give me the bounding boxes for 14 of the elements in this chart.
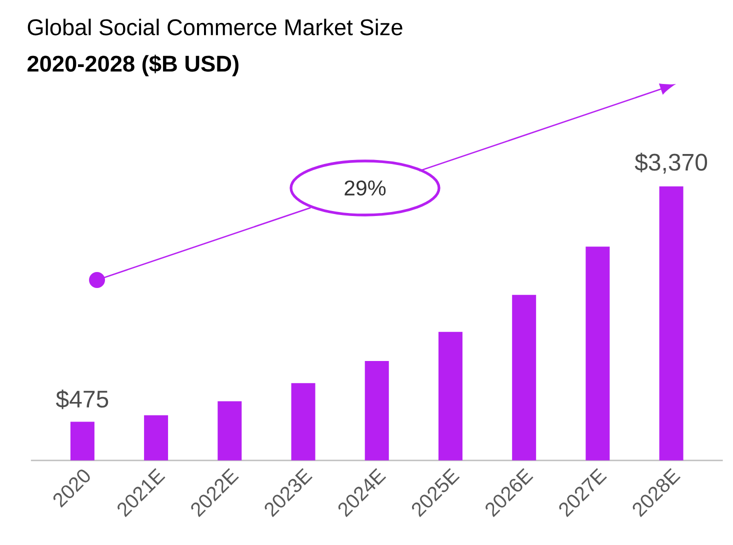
chart-title: Global Social Commerce Market Size <box>28 18 402 36</box>
bar <box>438 332 462 460</box>
bar <box>218 401 242 460</box>
bar <box>70 422 94 460</box>
data-label: $3,370 <box>634 152 708 174</box>
bar <box>586 246 610 460</box>
data-label: $475 <box>56 390 108 410</box>
annotation: 29% <box>344 180 386 196</box>
bar <box>291 383 316 460</box>
bar <box>144 415 168 460</box>
bar <box>364 361 389 460</box>
chart-subtitle: 2020-2028 ($B USD) <box>28 54 238 76</box>
bar <box>512 294 536 460</box>
bar <box>659 186 684 460</box>
